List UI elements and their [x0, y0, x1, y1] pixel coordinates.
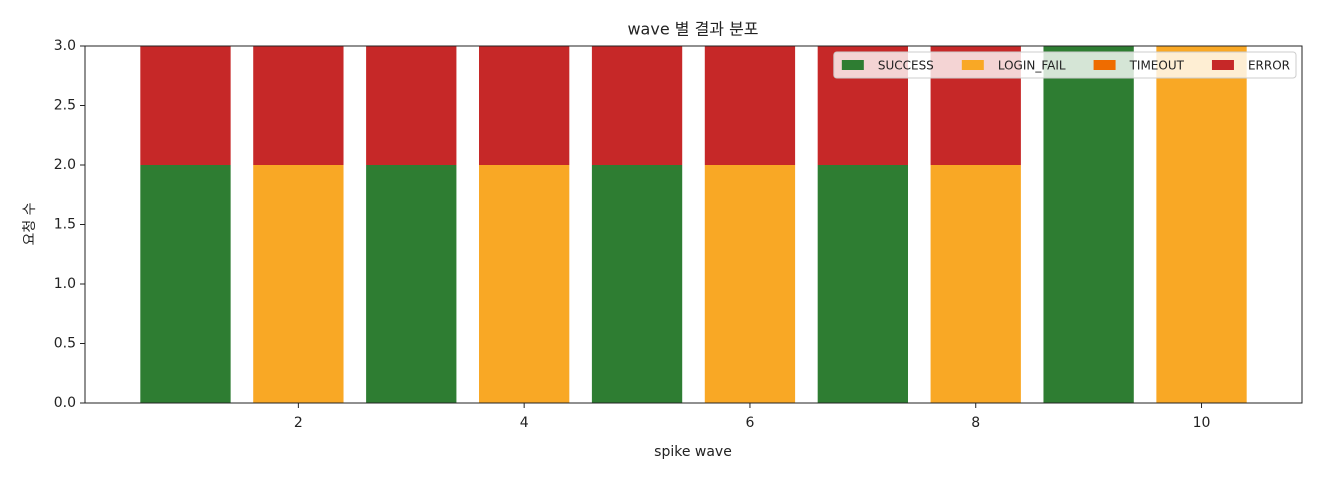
y-axis-label: 요청 수: [22, 202, 38, 245]
legend-swatch: [961, 60, 984, 70]
bar-segment: [366, 46, 457, 165]
bar-segment: [479, 165, 570, 403]
bar-segment: [253, 46, 344, 165]
y-tick-label: 2.0: [54, 157, 76, 173]
plot-frame: [84, 45, 1303, 404]
legend-swatch: [841, 60, 864, 70]
bar-segment: [704, 165, 796, 403]
bar-segment: [591, 46, 683, 165]
y-tick-label: 2.5: [54, 98, 76, 114]
y-tick-label: 3.0: [54, 38, 76, 54]
x-tick-label: 4: [520, 415, 529, 431]
bar-segment: [479, 46, 570, 165]
y-tick-label: 1.0: [54, 276, 76, 292]
bar-segment: [704, 46, 796, 165]
bar-segment: [930, 165, 1021, 403]
legend-box: [833, 51, 1297, 79]
bar-segment: [140, 165, 231, 403]
bar-segment: [140, 46, 231, 165]
x-tick-label: 6: [745, 415, 754, 431]
bar-segment: [1156, 46, 1247, 403]
y-tick-label: 0.0: [54, 395, 76, 411]
legend-swatch: [1093, 60, 1116, 70]
bar-segment: [817, 165, 908, 403]
legend-label: SUCCESS: [878, 59, 934, 73]
bar-segment: [366, 165, 457, 403]
legend-label: LOGIN_FAIL: [998, 59, 1066, 73]
x-tick-label: 2: [294, 415, 303, 431]
y-tick-label: 0.5: [54, 336, 76, 352]
chart-title: wave 별 결과 분포: [627, 20, 758, 39]
legend-swatch: [1211, 60, 1234, 70]
bar-segment: [253, 165, 344, 403]
legend-label: TIMEOUT: [1129, 59, 1185, 73]
legend-label: ERROR: [1248, 59, 1290, 73]
x-tick-label: 8: [971, 415, 980, 431]
x-axis-label: spike wave: [654, 444, 732, 460]
legend: SUCCESS LOGIN_FAIL TIMEOUT ERROR: [833, 51, 1297, 79]
x-tick-label: 10: [1193, 415, 1211, 431]
y-tick-label: 1.5: [54, 217, 76, 233]
bar-segment: [1043, 46, 1134, 403]
bar-segment: [591, 165, 683, 403]
